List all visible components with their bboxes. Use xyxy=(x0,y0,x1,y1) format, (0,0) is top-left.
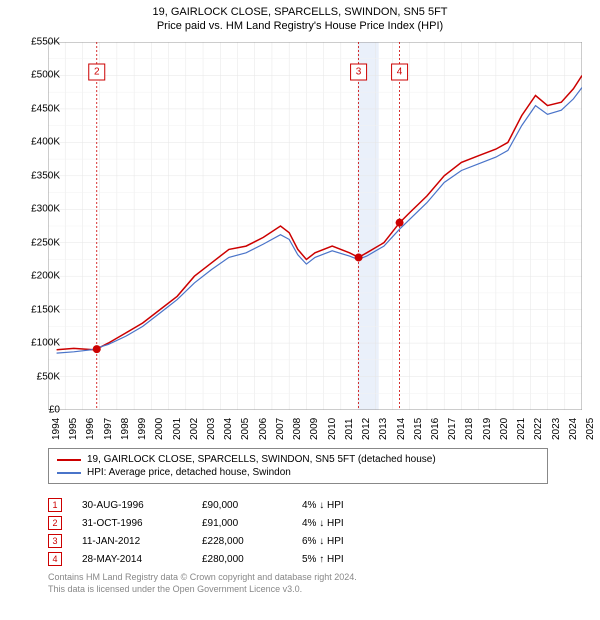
x-tick-label: 2007 xyxy=(275,418,286,440)
legend-item: 19, GAIRLOCK CLOSE, SPARCELLS, SWINDON, … xyxy=(57,453,539,466)
event-row: 1 30-AUG-1996 £90,000 4% ↓ HPI xyxy=(48,496,382,514)
x-tick-label: 2006 xyxy=(258,418,269,440)
x-tick-label: 1996 xyxy=(85,418,96,440)
x-tick-label: 2020 xyxy=(499,418,510,440)
chart-subtitle: Price paid vs. HM Land Registry's House … xyxy=(0,18,600,32)
x-tick-label: 2012 xyxy=(361,418,372,440)
x-tick-label: 1997 xyxy=(103,418,114,440)
event-delta: 4% ↓ HPI xyxy=(302,518,382,529)
x-tick-label: 2011 xyxy=(344,418,355,440)
x-tick-label: 1994 xyxy=(51,418,62,440)
event-marker: 1 xyxy=(48,498,62,512)
x-tick-label: 2018 xyxy=(464,418,475,440)
event-delta: 5% ↑ HPI xyxy=(302,554,382,565)
event-price: £280,000 xyxy=(202,554,282,565)
event-row: 4 28-MAY-2014 £280,000 5% ↑ HPI xyxy=(48,550,382,568)
x-tick-label: 2013 xyxy=(378,418,389,440)
x-tick-label: 1995 xyxy=(68,418,79,440)
x-tick-label: 2003 xyxy=(206,418,217,440)
footer-line2: This data is licensed under the Open Gov… xyxy=(48,584,302,596)
event-row: 2 31-OCT-1996 £91,000 4% ↓ HPI xyxy=(48,514,382,532)
event-date: 11-JAN-2012 xyxy=(82,536,182,547)
chart-svg: 2 3 4 xyxy=(48,42,582,410)
y-tick-label: £250K xyxy=(20,237,60,248)
footer: Contains HM Land Registry data © Crown c… xyxy=(48,572,357,595)
event-date: 30-AUG-1996 xyxy=(82,500,182,511)
x-tick-label: 2022 xyxy=(533,418,544,440)
event-price: £91,000 xyxy=(202,518,282,529)
y-tick-label: £500K xyxy=(20,70,60,81)
x-tick-label: 2008 xyxy=(292,418,303,440)
event-marker: 2 xyxy=(48,516,62,530)
legend-label: 19, GAIRLOCK CLOSE, SPARCELLS, SWINDON, … xyxy=(87,454,436,465)
legend-swatch xyxy=(57,459,81,461)
x-tick-label: 1998 xyxy=(120,418,131,440)
chart-area: 2 3 4 xyxy=(48,42,582,410)
x-tick-label: 2024 xyxy=(568,418,579,440)
x-tick-label: 2010 xyxy=(327,418,338,440)
y-tick-label: £350K xyxy=(20,170,60,181)
svg-text:2: 2 xyxy=(94,67,100,78)
event-row: 3 11-JAN-2012 £228,000 6% ↓ HPI xyxy=(48,532,382,550)
event-delta: 4% ↓ HPI xyxy=(302,500,382,511)
event-delta: 6% ↓ HPI xyxy=(302,536,382,547)
legend-label: HPI: Average price, detached house, Swin… xyxy=(87,467,291,478)
x-tick-label: 2004 xyxy=(223,418,234,440)
x-tick-label: 1999 xyxy=(137,418,148,440)
event-price: £90,000 xyxy=(202,500,282,511)
x-tick-label: 2014 xyxy=(396,418,407,440)
event-marker: 3 xyxy=(48,534,62,548)
x-tick-label: 2002 xyxy=(189,418,200,440)
x-tick-label: 2017 xyxy=(447,418,458,440)
x-tick-label: 2023 xyxy=(551,418,562,440)
x-tick-label: 2001 xyxy=(172,418,183,440)
svg-text:3: 3 xyxy=(356,67,362,78)
event-date: 28-MAY-2014 xyxy=(82,554,182,565)
y-tick-label: £50K xyxy=(20,371,60,382)
y-tick-label: £200K xyxy=(20,271,60,282)
y-tick-label: £150K xyxy=(20,304,60,315)
x-tick-label: 2009 xyxy=(309,418,320,440)
legend-swatch xyxy=(57,472,81,474)
event-date: 31-OCT-1996 xyxy=(82,518,182,529)
chart-container: 19, GAIRLOCK CLOSE, SPARCELLS, SWINDON, … xyxy=(0,0,600,620)
x-tick-label: 2025 xyxy=(585,418,596,440)
y-tick-label: £550K xyxy=(20,37,60,48)
x-tick-label: 2016 xyxy=(430,418,441,440)
legend: 19, GAIRLOCK CLOSE, SPARCELLS, SWINDON, … xyxy=(48,448,548,484)
y-tick-label: £450K xyxy=(20,103,60,114)
x-tick-label: 2015 xyxy=(413,418,424,440)
chart-title: 19, GAIRLOCK CLOSE, SPARCELLS, SWINDON, … xyxy=(0,0,600,18)
y-tick-label: £300K xyxy=(20,204,60,215)
x-tick-label: 2000 xyxy=(154,418,165,440)
y-tick-label: £400K xyxy=(20,137,60,148)
y-tick-label: £100K xyxy=(20,338,60,349)
footer-line1: Contains HM Land Registry data © Crown c… xyxy=(48,572,357,584)
svg-text:4: 4 xyxy=(397,67,403,78)
x-tick-label: 2019 xyxy=(482,418,493,440)
y-tick-label: £0 xyxy=(20,405,60,416)
x-tick-label: 2005 xyxy=(240,418,251,440)
event-price: £228,000 xyxy=(202,536,282,547)
event-list: 1 30-AUG-1996 £90,000 4% ↓ HPI 2 31-OCT-… xyxy=(48,496,382,568)
legend-item: HPI: Average price, detached house, Swin… xyxy=(57,466,539,479)
event-marker: 4 xyxy=(48,552,62,566)
x-tick-label: 2021 xyxy=(516,418,527,440)
